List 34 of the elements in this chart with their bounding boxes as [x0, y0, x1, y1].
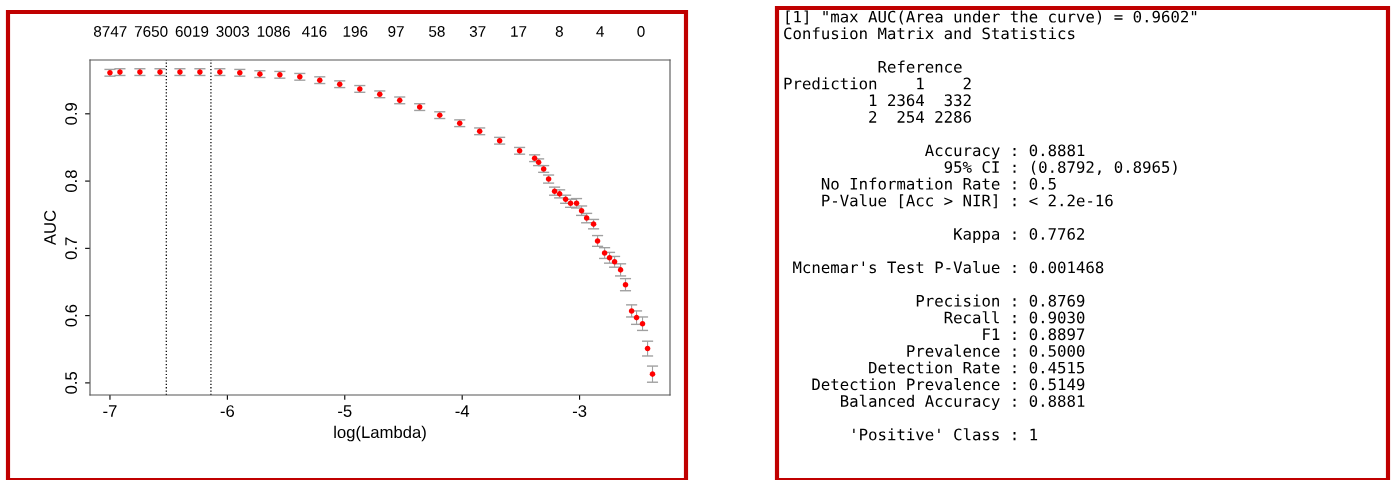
text: 97: [388, 26, 404, 37]
point: [639, 320, 646, 327]
point: [622, 281, 629, 288]
text: 8747: [93, 26, 127, 37]
text: 3003: [216, 26, 250, 37]
y-tick-label: 0.6: [65, 304, 77, 327]
text: 0: [637, 26, 645, 37]
text: 1086: [257, 26, 290, 37]
text: 7650: [134, 26, 168, 37]
text: 37: [469, 26, 486, 37]
x-tick-label: -6: [220, 405, 235, 417]
text: 58: [429, 26, 445, 37]
text: 17: [511, 26, 527, 37]
point: [628, 308, 635, 314]
x-tick-label: -3: [572, 405, 587, 417]
y-tick-label: 0.7: [65, 237, 77, 260]
y-tick-label: 0.9: [65, 103, 77, 125]
y-tick-label: 0.8: [65, 170, 77, 193]
y-axis-title: AUC: [44, 210, 56, 246]
text: 4: [596, 26, 604, 37]
text: 196: [343, 26, 368, 37]
text: 416: [302, 26, 327, 37]
x-tick-label: -7: [103, 405, 117, 417]
point: [649, 371, 656, 377]
x-tick-label: -5: [338, 405, 352, 417]
point: [633, 314, 640, 321]
y-tick-label: 0.5: [65, 372, 77, 394]
point: [644, 345, 651, 352]
x-tick-label: -4: [455, 405, 470, 417]
x-axis-title: log(Lambda): [334, 425, 426, 442]
point: [617, 267, 624, 273]
text: 6019: [175, 26, 209, 37]
text: 8: [555, 26, 563, 37]
text: [1] "max AUC(Area under the curve) = 0.9602" Confusion Matrix and Statistics Reference Prediction 1 2 1 2364 332 2 254 2286 Accuracy : 0.8881 95% CI : (0.8792, 0.8965) No Information Rate : 0.5 P-Value [Acc > NIR] : < 2.2e-16 Kappa : 0.7762 Mcnemar's Test P-Value : 0.001468 Precision : 0.8769 Recall : 0.9030 F1 : 0.8897 Prevalence : 0.5000 Detection Rate : 0.4515 Detection Prevalence : 0.5149 Balanced Accuracy : 0.8881 'Positive' Class : 1: [784, 10, 1197, 441]
